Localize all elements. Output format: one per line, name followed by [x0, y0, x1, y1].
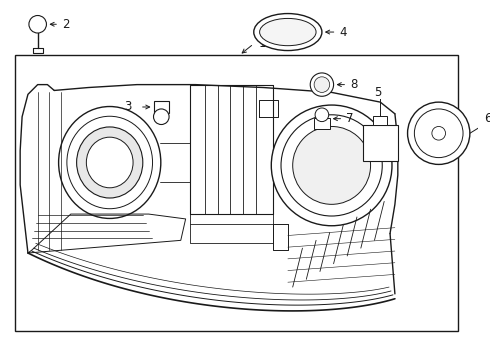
- Bar: [15, 55, 458, 331]
- Text: 4: 4: [340, 26, 347, 39]
- Text: 3: 3: [124, 100, 132, 113]
- Circle shape: [315, 108, 329, 122]
- Ellipse shape: [260, 18, 316, 46]
- Circle shape: [271, 105, 392, 226]
- Circle shape: [408, 102, 470, 165]
- Ellipse shape: [59, 107, 161, 219]
- Text: 1: 1: [259, 37, 266, 50]
- Circle shape: [293, 126, 370, 204]
- Circle shape: [432, 126, 445, 140]
- Circle shape: [415, 109, 463, 158]
- Circle shape: [281, 115, 382, 216]
- Circle shape: [310, 73, 334, 96]
- Text: 5: 5: [374, 86, 381, 99]
- Circle shape: [153, 109, 169, 125]
- Circle shape: [314, 77, 330, 93]
- Bar: [153, 101, 169, 113]
- Ellipse shape: [254, 14, 322, 50]
- Ellipse shape: [86, 137, 133, 188]
- Text: 2: 2: [62, 18, 70, 31]
- Bar: [363, 126, 398, 161]
- Text: 8: 8: [350, 78, 358, 91]
- Ellipse shape: [76, 127, 143, 198]
- Ellipse shape: [67, 116, 152, 209]
- Bar: [373, 116, 387, 126]
- Text: 7: 7: [346, 112, 354, 125]
- Circle shape: [29, 15, 47, 33]
- Bar: [314, 118, 330, 129]
- Text: 6: 6: [485, 112, 490, 125]
